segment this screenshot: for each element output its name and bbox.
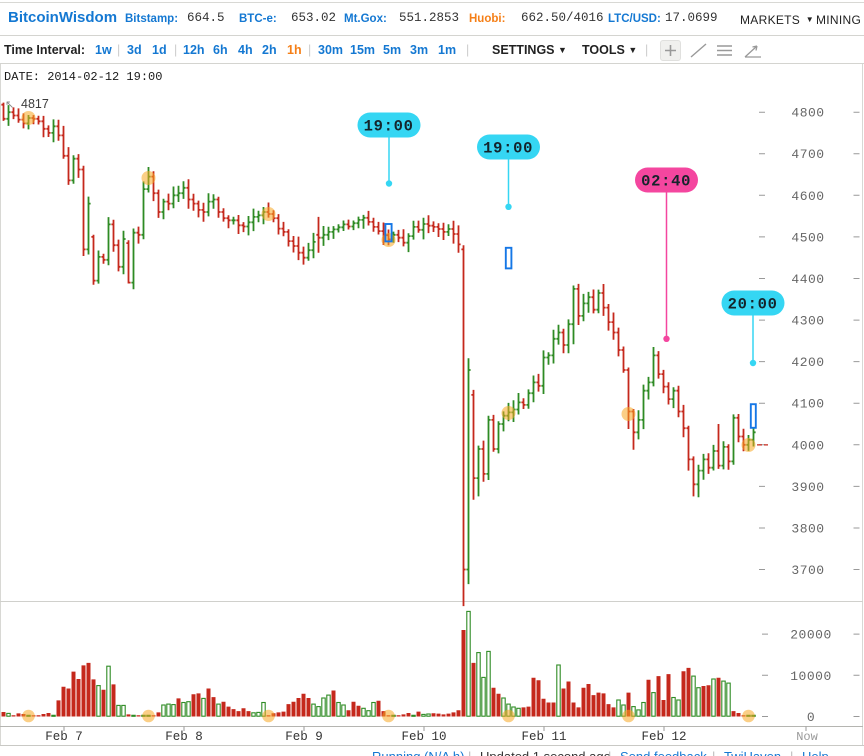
svg-text:10000: 10000 [790, 669, 832, 684]
svg-text:DATE: 2014-02-12 19:00: DATE: 2014-02-12 19:00 [4, 70, 162, 84]
svg-text:3700: 3700 [791, 563, 824, 578]
svg-text:Feb 9: Feb 9 [285, 730, 323, 744]
svg-text:4500: 4500 [791, 230, 824, 245]
svg-text:0: 0 [807, 710, 815, 725]
svg-text:4300: 4300 [791, 314, 824, 329]
svg-text:4400: 4400 [791, 272, 824, 287]
svg-text:02:40: 02:40 [641, 172, 691, 190]
svg-text:4600: 4600 [791, 189, 824, 204]
svg-text:4817: 4817 [21, 97, 49, 111]
svg-text:3800: 3800 [791, 522, 824, 537]
svg-text:4700: 4700 [791, 147, 824, 162]
svg-text:20:00: 20:00 [728, 295, 778, 313]
svg-text:3900: 3900 [791, 480, 824, 495]
svg-text:Feb 10: Feb 10 [401, 730, 446, 744]
svg-text:Feb 8: Feb 8 [165, 730, 203, 744]
svg-text:20000: 20000 [790, 628, 832, 643]
svg-text:4000: 4000 [791, 438, 824, 453]
svg-text:Now: Now [796, 730, 818, 744]
svg-text:4100: 4100 [791, 397, 824, 412]
svg-text:19:00: 19:00 [483, 139, 533, 157]
svg-text:Feb 11: Feb 11 [521, 730, 566, 744]
svg-text:4200: 4200 [791, 355, 824, 370]
svg-text:19:00: 19:00 [364, 117, 414, 135]
svg-text:↖: ↖ [5, 99, 14, 111]
svg-text:Feb 7: Feb 7 [45, 730, 83, 744]
svg-text:Feb 12: Feb 12 [641, 730, 686, 744]
svg-text:4800: 4800 [791, 106, 824, 121]
